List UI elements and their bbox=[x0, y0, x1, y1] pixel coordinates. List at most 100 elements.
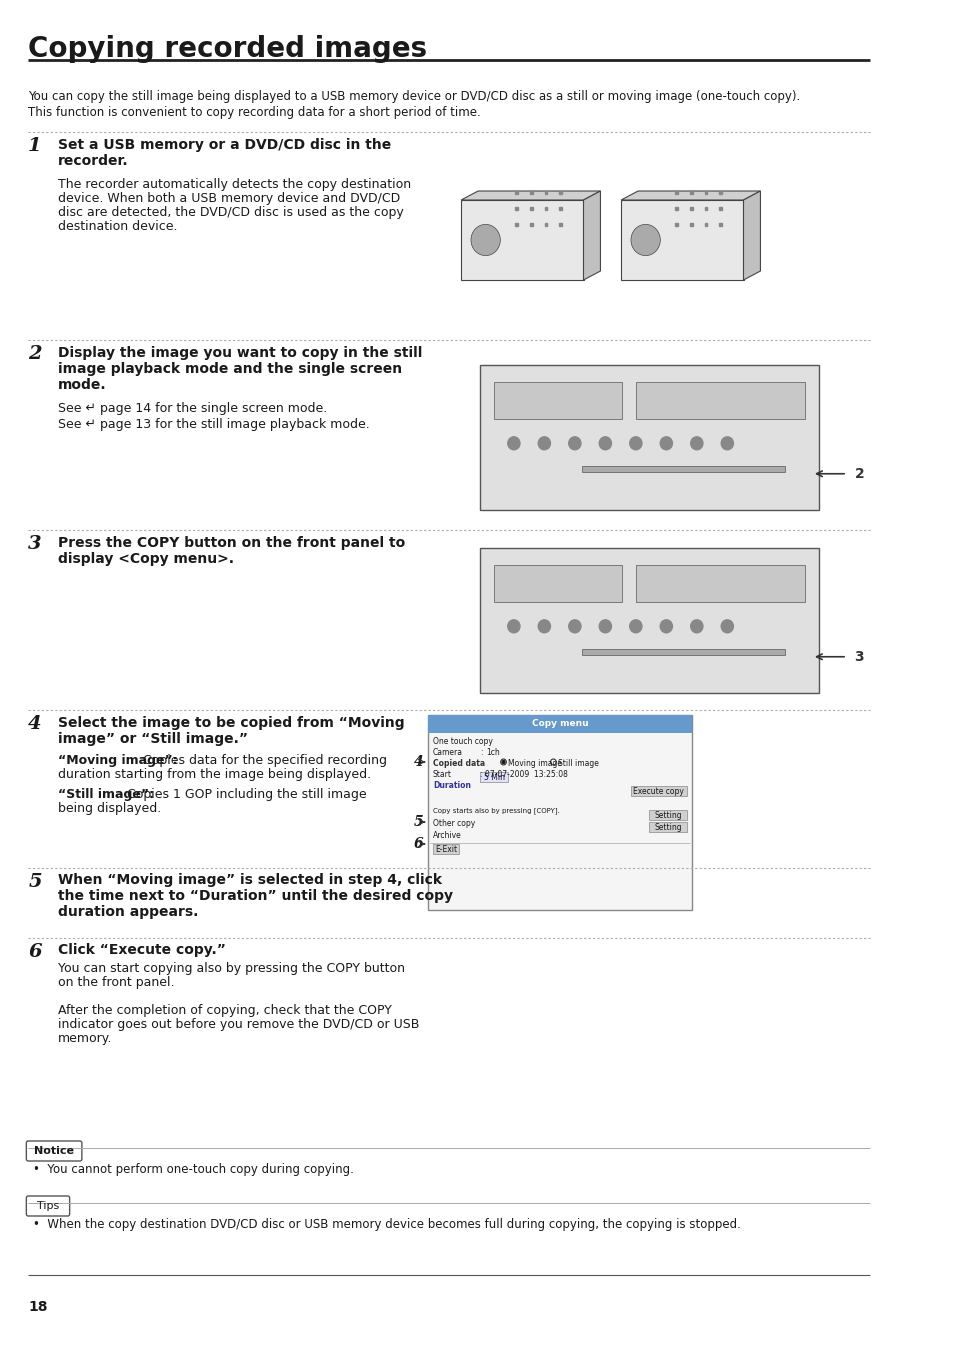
Text: Start: Start bbox=[433, 770, 452, 780]
Bar bbox=[581, 466, 784, 473]
Text: See ↵ page 13 for the still image playback mode.: See ↵ page 13 for the still image playba… bbox=[58, 417, 370, 431]
Text: Copying recorded images: Copying recorded images bbox=[29, 35, 427, 63]
FancyBboxPatch shape bbox=[27, 1142, 82, 1161]
Text: device. When both a USB memory device and DVD/CD: device. When both a USB memory device an… bbox=[58, 192, 400, 205]
Text: 3: 3 bbox=[29, 535, 42, 553]
Text: •  When the copy destination DVD/CD disc or USB memory device becomes full durin: • When the copy destination DVD/CD disc … bbox=[33, 1219, 740, 1231]
Bar bbox=[635, 565, 804, 601]
Circle shape bbox=[629, 620, 641, 632]
Bar bbox=[558, 190, 561, 193]
Text: Display the image you want to copy in the still: Display the image you want to copy in th… bbox=[58, 346, 422, 359]
Bar bbox=[493, 382, 621, 419]
Text: 6: 6 bbox=[29, 943, 42, 961]
Bar bbox=[544, 223, 547, 226]
Text: 18: 18 bbox=[29, 1300, 48, 1315]
Bar bbox=[719, 207, 721, 209]
Bar bbox=[719, 190, 721, 193]
Bar bbox=[675, 190, 678, 193]
Text: Still image: Still image bbox=[558, 759, 598, 767]
Text: indicator goes out before you remove the DVD/CD or USB: indicator goes out before you remove the… bbox=[58, 1019, 419, 1031]
Bar bbox=[719, 223, 721, 226]
Circle shape bbox=[630, 224, 659, 255]
Circle shape bbox=[598, 436, 611, 450]
Text: See ↵ page 14 for the single screen mode.: See ↵ page 14 for the single screen mode… bbox=[58, 403, 327, 415]
Polygon shape bbox=[742, 190, 760, 280]
Text: Setting: Setting bbox=[654, 811, 681, 820]
Bar bbox=[530, 190, 532, 193]
Circle shape bbox=[568, 620, 580, 632]
Text: Duration: Duration bbox=[433, 781, 471, 790]
Text: You can start copying also by pressing the COPY button: You can start copying also by pressing t… bbox=[58, 962, 405, 975]
Text: Copied data: Copied data bbox=[433, 759, 484, 767]
Text: 6: 6 bbox=[414, 838, 423, 851]
Text: 2: 2 bbox=[29, 345, 42, 363]
Bar bbox=[479, 365, 818, 509]
Text: Select the image to be copied from “Moving: Select the image to be copied from “Movi… bbox=[58, 716, 405, 730]
Circle shape bbox=[659, 436, 672, 450]
Bar bbox=[581, 650, 784, 655]
Bar bbox=[558, 207, 561, 209]
Text: Moving image: Moving image bbox=[508, 759, 561, 767]
Text: 1: 1 bbox=[29, 136, 42, 155]
Text: The recorder automatically detects the copy destination: The recorder automatically detects the c… bbox=[58, 178, 411, 190]
Text: 2: 2 bbox=[854, 466, 863, 481]
Text: 5: 5 bbox=[29, 873, 42, 892]
Polygon shape bbox=[583, 190, 599, 280]
Bar bbox=[635, 382, 804, 419]
Bar bbox=[544, 190, 547, 193]
Text: E-Exit: E-Exit bbox=[435, 844, 456, 854]
Text: on the front panel.: on the front panel. bbox=[58, 975, 174, 989]
Text: “Moving image”:: “Moving image”: bbox=[58, 754, 178, 767]
Text: Execute copy: Execute copy bbox=[633, 786, 683, 796]
Circle shape bbox=[598, 620, 611, 632]
Text: This function is convenient to copy recording data for a short period of time.: This function is convenient to copy reco… bbox=[29, 105, 480, 119]
Circle shape bbox=[507, 620, 519, 632]
Bar bbox=[544, 207, 547, 209]
Text: display <Copy menu>.: display <Copy menu>. bbox=[58, 553, 234, 566]
Bar bbox=[689, 207, 692, 209]
Text: :: : bbox=[479, 748, 482, 757]
Text: being displayed.: being displayed. bbox=[58, 802, 161, 815]
Text: duration starting from the image being displayed.: duration starting from the image being d… bbox=[58, 767, 371, 781]
Circle shape bbox=[690, 436, 702, 450]
Polygon shape bbox=[460, 190, 599, 200]
Text: duration appears.: duration appears. bbox=[58, 905, 198, 919]
Bar bbox=[689, 223, 692, 226]
Bar bbox=[433, 844, 458, 854]
Text: 1ch: 1ch bbox=[486, 748, 499, 757]
Bar bbox=[515, 223, 517, 226]
Text: : 07-07-2009  13:25:08: : 07-07-2009 13:25:08 bbox=[479, 770, 567, 780]
Text: Copies 1 GOP including the still image: Copies 1 GOP including the still image bbox=[127, 788, 366, 801]
Bar bbox=[649, 811, 686, 820]
Text: recorder.: recorder. bbox=[58, 154, 129, 168]
Text: Press the COPY button on the front panel to: Press the COPY button on the front panel… bbox=[58, 536, 405, 550]
Bar bbox=[558, 223, 561, 226]
Bar bbox=[493, 565, 621, 601]
Text: You can copy the still image being displayed to a USB memory device or DVD/CD di: You can copy the still image being displ… bbox=[29, 91, 800, 103]
Bar bbox=[689, 190, 692, 193]
Circle shape bbox=[537, 436, 550, 450]
Text: destination device.: destination device. bbox=[58, 220, 177, 232]
Text: 3: 3 bbox=[854, 650, 863, 663]
Text: When “Moving image” is selected in step 4, click: When “Moving image” is selected in step … bbox=[58, 873, 442, 888]
Text: Tips: Tips bbox=[37, 1201, 59, 1210]
Text: Camera: Camera bbox=[433, 748, 462, 757]
Text: disc are detected, the DVD/CD disc is used as the copy: disc are detected, the DVD/CD disc is us… bbox=[58, 205, 404, 219]
Text: Copy starts also by pressing [COPY].: Copy starts also by pressing [COPY]. bbox=[433, 807, 559, 813]
Bar bbox=[675, 223, 678, 226]
Polygon shape bbox=[620, 190, 760, 200]
Bar bbox=[704, 207, 707, 209]
Bar bbox=[515, 190, 517, 193]
Bar bbox=[428, 715, 691, 734]
Text: memory.: memory. bbox=[58, 1032, 112, 1046]
Bar bbox=[530, 223, 532, 226]
Bar bbox=[704, 190, 707, 193]
Text: •  You cannot perform one-touch copy during copying.: • You cannot perform one-touch copy duri… bbox=[33, 1163, 354, 1175]
Bar bbox=[530, 207, 532, 209]
Polygon shape bbox=[460, 200, 583, 280]
Text: image” or “Still image.”: image” or “Still image.” bbox=[58, 732, 248, 746]
Bar bbox=[704, 223, 707, 226]
Text: the time next to “Duration” until the desired copy: the time next to “Duration” until the de… bbox=[58, 889, 453, 902]
Text: mode.: mode. bbox=[58, 378, 107, 392]
Text: After the completion of copying, check that the COPY: After the completion of copying, check t… bbox=[58, 1004, 392, 1017]
